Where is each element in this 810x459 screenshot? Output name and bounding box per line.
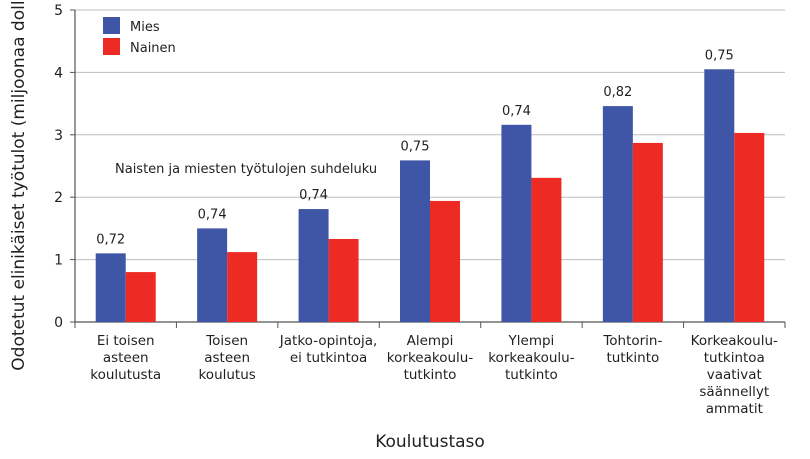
bar-mies xyxy=(501,124,532,322)
x-tick-label-line: tutkinto xyxy=(606,350,659,366)
y-axis-label: Odotetut elinikäiset työtulot (miljoonaa… xyxy=(9,0,29,371)
y-tick-label: 0 xyxy=(54,315,63,331)
x-tick-label-line: korkeakoulu- xyxy=(488,350,575,366)
y-tick-label: 2 xyxy=(54,190,63,206)
x-tick-label-line: Toisen xyxy=(205,333,248,349)
bar-mies xyxy=(704,69,735,322)
x-tick-label-line: tutkinto xyxy=(505,367,558,383)
ratio-label: 0,75 xyxy=(705,48,734,63)
bar-nainen xyxy=(531,177,562,322)
legend-label-mies: Mies xyxy=(130,20,160,35)
x-tick-label-line: säännellyt xyxy=(699,384,769,400)
bar-mies xyxy=(95,253,126,322)
bar-nainen xyxy=(430,200,460,322)
legend: Mies Nainen xyxy=(103,17,176,56)
bar-nainen xyxy=(328,239,359,322)
legend-swatch-nainen xyxy=(103,38,120,55)
x-tick-label-line: Ylempi xyxy=(508,333,555,349)
x-tick-label-line: Ei toisen xyxy=(97,333,155,349)
y-tick-label: 3 xyxy=(54,128,63,144)
x-tick-label-line: asteen xyxy=(204,350,250,366)
x-tick-label-line: vaativat xyxy=(707,367,762,383)
x-axis-label: Koulutustaso xyxy=(375,432,485,452)
x-tick-label-line: tutkinto xyxy=(404,367,457,383)
x-tick-label-line: Tohtorin- xyxy=(602,333,662,349)
x-tick-label: Toisen asteen koulutus xyxy=(198,333,255,383)
y-tick-label: 4 xyxy=(54,65,63,81)
ratio-label: 0,74 xyxy=(299,188,328,203)
x-tick-label: Korkeakoulu-tutkintoa vaativat säännellyt a… xyxy=(691,333,778,417)
bar-mies xyxy=(298,209,329,322)
bar-nainen xyxy=(734,132,765,322)
ratio-label: 0,72 xyxy=(96,232,125,247)
x-tick-label: Ei toisen asteen koulutusta xyxy=(90,333,161,383)
bar-nainen xyxy=(227,252,258,322)
x-tick-label-line: Jatko-opintoja, xyxy=(279,333,378,349)
legend-label-nainen: Nainen xyxy=(130,41,176,56)
bar-mies xyxy=(400,160,430,322)
bar-mies xyxy=(602,106,633,322)
x-tick-label: Tohtorin-tutkinto xyxy=(602,333,662,366)
x-tick-label: Jatko-opintoja, ei tutkintoa xyxy=(279,333,378,366)
y-tick-label: 1 xyxy=(54,253,63,269)
x-tick-label-line: tutkintoa xyxy=(704,350,765,366)
ratio-label: 0,74 xyxy=(198,207,227,222)
x-tick-label-line: ei tutkintoa xyxy=(290,350,367,366)
x-tick-label-line: korkeakoulu- xyxy=(387,350,474,366)
bar-mies xyxy=(197,228,228,322)
x-tick-label-line: Alempi xyxy=(407,333,454,349)
x-tick-label-line: Korkeakoulu- xyxy=(691,333,778,349)
x-tick-label-line: koulutus xyxy=(198,367,255,383)
y-tick-label: 5 xyxy=(54,3,63,19)
bar-nainen xyxy=(632,142,663,322)
x-tick-label-line: asteen xyxy=(103,350,149,366)
x-tick-label-line: koulutusta xyxy=(90,367,161,383)
annotation: Naisten ja miesten työtulojen suhdeluku xyxy=(115,162,377,177)
ratio-label: 0,82 xyxy=(603,85,632,100)
x-tick-label: Alempi korkeakoulu-tutkinto xyxy=(387,333,474,383)
legend-swatch-mies xyxy=(103,17,120,34)
x-tick-label: Ylempi korkeakoulu-tutkinto xyxy=(488,333,575,383)
x-tick-label-line: ammatit xyxy=(706,401,763,417)
ratio-label: 0,74 xyxy=(502,104,531,119)
bar-nainen xyxy=(125,272,156,322)
ratio-label: 0,75 xyxy=(401,139,430,154)
